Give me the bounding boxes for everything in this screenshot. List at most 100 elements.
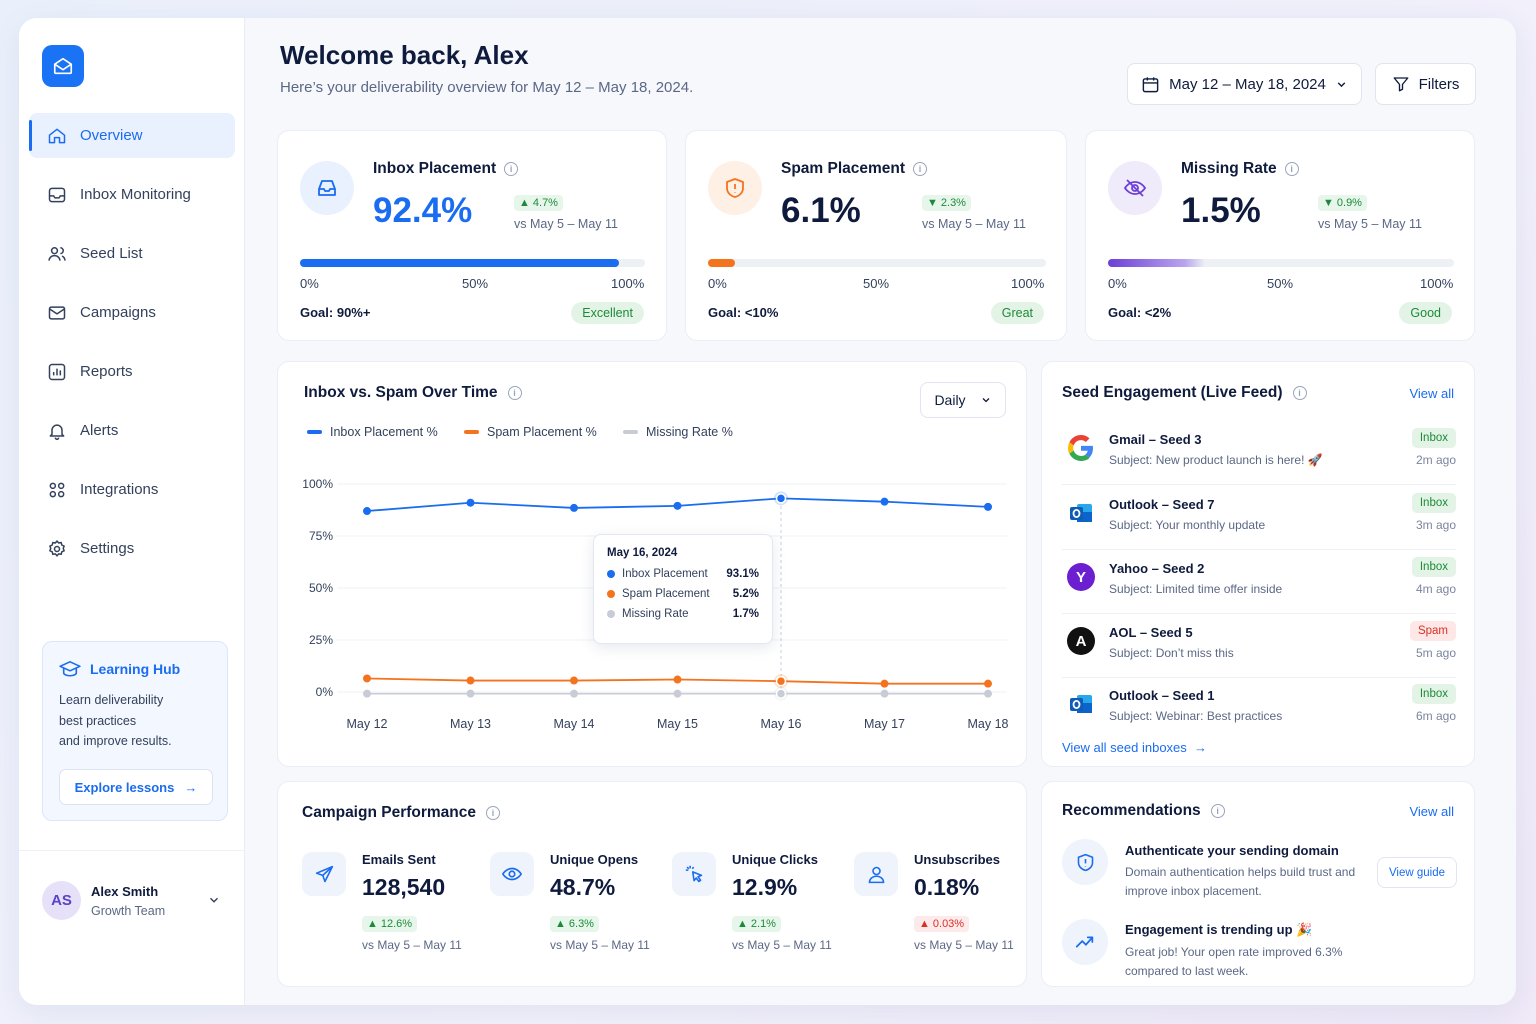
user-icon: [854, 852, 898, 896]
kpi-delta-badge: ▼ 0.9%: [1318, 195, 1367, 211]
seed-time: 4m ago: [1415, 582, 1456, 596]
kpi-card-spam-placement: Spam Placement i 6.1% ▼ 2.3% vs May 5 – Ma…: [685, 130, 1067, 341]
progress-tick: 50%: [863, 276, 890, 291]
data-point: [673, 689, 682, 698]
arrow-right-icon: →: [1190, 740, 1208, 755]
list-item[interactable]: Gmail – Seed 3 Subject: New product laun…: [1062, 422, 1456, 485]
date-range-picker[interactable]: May 12 – May 18, 2024: [1127, 63, 1362, 105]
list-item[interactable]: Y Yahoo – Seed 2 Subject: Limited time o…: [1062, 551, 1456, 614]
sidebar-item-alerts[interactable]: Alerts: [29, 408, 235, 453]
view-all-seed-inboxes-link[interactable]: View all seed inboxes →: [1062, 740, 1208, 755]
metric-value: 128,540: [362, 874, 446, 900]
shield-alert-icon: [708, 161, 762, 215]
recommendation-desc: Domain authentication helps build trust …: [1125, 865, 1356, 898]
chevron-down-icon[interactable]: [207, 893, 221, 907]
metric-delta-badge: ▲ 0.03%: [914, 916, 970, 932]
eye-off-icon: [1108, 161, 1162, 215]
info-icon[interactable]: i: [1284, 162, 1299, 176]
legend-inbox[interactable]: Inbox Placement %: [307, 425, 438, 439]
yahoo-icon: Y: [1066, 562, 1096, 592]
list-item[interactable]: Outlook – Seed 1 Subject: Webinar: Best …: [1062, 678, 1456, 741]
sidebar-item-reports[interactable]: Reports: [29, 349, 235, 394]
progress-fill: [300, 259, 619, 267]
legend-spam[interactable]: Spam Placement %: [464, 425, 597, 439]
sidebar-item-overview[interactable]: Overview: [29, 113, 235, 158]
metric-comparison: vs May 5 – May 11: [362, 938, 462, 952]
seed-engagement-card: Seed Engagement (Live Feed) i View all Gm…: [1041, 361, 1475, 767]
progress-tick: 100%: [611, 276, 645, 291]
chevron-down-icon: [982, 398, 990, 403]
sidebar-item-campaigns[interactable]: Campaigns: [29, 290, 235, 335]
info-icon[interactable]: i: [507, 386, 522, 400]
metric-value: 48.7%: [550, 874, 616, 900]
status-badge: Inbox: [1411, 493, 1456, 513]
trend-up-icon: [1062, 919, 1108, 965]
recommendation-title: Authenticate your sending domain: [1125, 843, 1339, 858]
kpi-goal: Goal: <2%: [1108, 305, 1172, 320]
seed-subject: Subject: New product launch is here! 🚀: [1109, 453, 1323, 467]
legend-swatch: [464, 430, 479, 434]
granularity-select[interactable]: Daily: [920, 382, 1006, 418]
seed-name: Outlook – Seed 1: [1109, 688, 1215, 703]
view-guide-button[interactable]: View guide: [1377, 857, 1457, 888]
status-badge: Great: [990, 302, 1044, 324]
info-icon[interactable]: i: [1292, 386, 1307, 400]
seed-subject: Subject: Your monthly update: [1109, 518, 1266, 532]
seed-time: 3m ago: [1415, 518, 1456, 532]
recommendations-view-all-link[interactable]: View all: [1409, 804, 1454, 819]
bell-icon: [46, 420, 68, 442]
data-point: [880, 689, 889, 698]
inbox-icon: [46, 184, 68, 206]
info-icon[interactable]: i: [486, 806, 500, 820]
legend-missing[interactable]: Missing Rate %: [623, 425, 733, 439]
learning-hub-text: Learn deliverability best practices and …: [59, 693, 172, 748]
info-icon[interactable]: i: [504, 162, 519, 176]
campaign-title: Campaign Performance i: [302, 804, 500, 822]
kpi-card-missing-rate: Missing Rate i 1.5% ▼ 0.9% vs May 5 – May …: [1085, 130, 1475, 341]
kpi-goal: Goal: 90%+: [300, 305, 371, 320]
inbox-icon: [300, 161, 354, 215]
data-point: [880, 679, 889, 688]
x-tick-label: May 15: [657, 717, 698, 731]
sidebar-item-integrations[interactable]: Integrations: [29, 467, 235, 512]
x-tick-label: May 14: [554, 717, 595, 731]
gear-icon: [46, 538, 68, 560]
tooltip-dot: [607, 590, 615, 598]
home-icon: [46, 125, 68, 147]
triangle-down-icon: ▼: [1323, 197, 1334, 209]
seed-name: AOL – Seed 5: [1109, 625, 1193, 640]
tooltip-date: May 16, 2024: [607, 547, 678, 559]
sidebar-item-inbox-monitoring[interactable]: Inbox Monitoring: [29, 172, 235, 217]
filters-button[interactable]: Filters: [1375, 63, 1476, 105]
sidebar-item-label: Alerts: [80, 422, 119, 439]
data-point: [570, 503, 578, 512]
info-icon[interactable]: i: [1210, 804, 1225, 818]
list-item[interactable]: Outlook – Seed 7 Subject: Your monthly u…: [1062, 487, 1456, 550]
aol-icon: A: [1066, 626, 1096, 656]
sidebar-item-settings[interactable]: Settings: [29, 526, 235, 571]
sidebar-item-seed-list[interactable]: Seed List: [29, 231, 235, 276]
kpi-comparison: vs May 5 – May 11: [922, 217, 1026, 231]
envelope-icon: [46, 302, 68, 324]
user-profile[interactable]: AS Alex Smith Growth Team: [19, 850, 245, 1005]
mail-open-icon[interactable]: [42, 45, 84, 87]
metric-comparison: vs May 5 – May 11: [550, 938, 650, 952]
recommendations-title: Recommendations i: [1062, 802, 1225, 820]
info-icon[interactable]: i: [913, 162, 928, 176]
metric-label: Unique Opens: [550, 852, 639, 867]
sidebar-item-label: Campaigns: [80, 304, 156, 321]
data-point: [363, 674, 371, 683]
y-tick-label: 75%: [309, 529, 333, 543]
progress-tick: 50%: [462, 276, 489, 291]
metric-label: Emails Sent: [362, 852, 436, 867]
explore-lessons-button[interactable]: Explore lessons →: [59, 769, 213, 805]
seed-time: 2m ago: [1415, 453, 1456, 467]
list-item[interactable]: A AOL – Seed 5 Subject: Don’t miss this …: [1062, 615, 1456, 678]
data-point: [775, 675, 787, 687]
tooltip-row: Inbox Placement 93.1%: [607, 568, 759, 580]
seed-view-all-link[interactable]: View all: [1409, 386, 1454, 401]
y-tick-label: 25%: [309, 633, 333, 647]
status-badge: Inbox: [1411, 557, 1456, 577]
progress-fill: [708, 259, 736, 267]
chart-tooltip: May 16, 2024 Inbox Placement 93.1% Spam P…: [593, 534, 773, 644]
